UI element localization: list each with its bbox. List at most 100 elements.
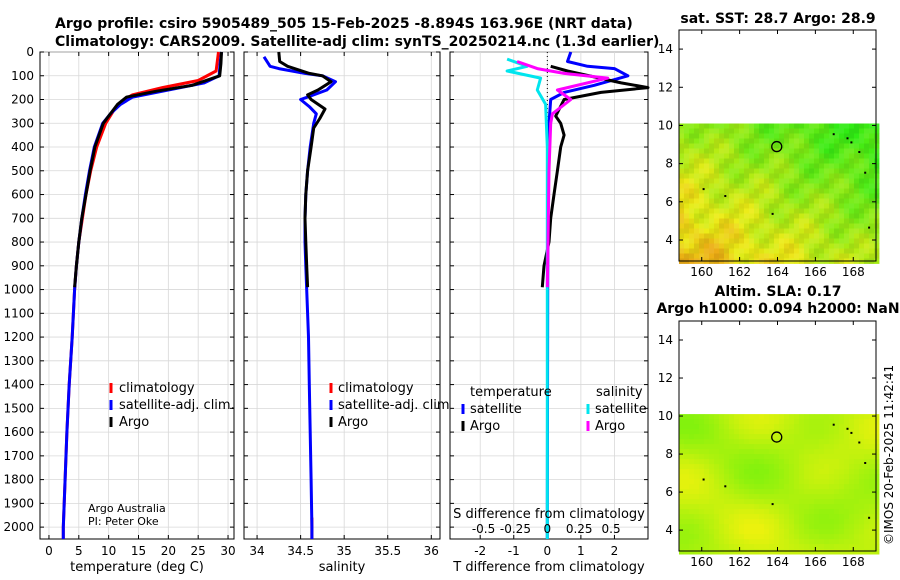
map-cell [759, 153, 765, 159]
map-cell [749, 238, 755, 244]
map-cell [764, 484, 770, 490]
map-cell [679, 203, 685, 209]
map-cell [769, 168, 775, 174]
map-cell [864, 479, 870, 485]
map-cell [809, 238, 815, 244]
map-cell [739, 544, 745, 550]
map-cell [739, 474, 745, 480]
map-cell [804, 434, 810, 440]
map-cell [689, 464, 695, 470]
map-cell [754, 444, 760, 450]
map-cell [789, 509, 795, 515]
map-cell [714, 454, 720, 460]
map-cell [744, 439, 750, 445]
map-cell [774, 213, 780, 219]
map-cell [719, 474, 725, 480]
map-cell [844, 183, 850, 189]
map-cell [864, 193, 870, 199]
map-cell [769, 524, 775, 530]
map-cell [779, 499, 785, 505]
map-cell [794, 444, 800, 450]
map-cell [819, 439, 825, 445]
map-cell [709, 173, 715, 179]
map-cell [739, 499, 745, 505]
map-cell [834, 449, 840, 455]
map-cell [854, 128, 860, 134]
map-cell [699, 509, 705, 515]
map-cell [734, 519, 740, 525]
map-cell [749, 459, 755, 465]
map-cell [759, 138, 765, 144]
map-cell [699, 424, 705, 430]
map-cell [854, 429, 860, 435]
map-cell [789, 203, 795, 209]
map-cell [874, 158, 880, 164]
map-cell [769, 178, 775, 184]
map-cell [734, 459, 740, 465]
map-cell [704, 243, 710, 249]
map-cell [704, 228, 710, 234]
map-cell [839, 474, 845, 480]
map-cell [714, 198, 720, 204]
map-cell [679, 544, 685, 550]
map-cell [784, 479, 790, 485]
x-tick-label: 34 [249, 544, 264, 558]
map-cell [849, 509, 855, 515]
map-cell [849, 469, 855, 475]
lat-tick-label: 6 [665, 195, 673, 209]
map-cell [734, 203, 740, 209]
map-cell [684, 479, 690, 485]
map-cell [709, 243, 715, 249]
map-cell [769, 243, 775, 249]
map-cell [724, 414, 730, 420]
land-dot [702, 478, 705, 481]
map-cell [714, 123, 720, 129]
map-cell [714, 489, 720, 495]
map-cell [794, 158, 800, 164]
map-cell [829, 193, 835, 199]
map-cell [759, 514, 765, 520]
map-cell [719, 153, 725, 159]
map-cell [824, 193, 830, 199]
map-cell [749, 484, 755, 490]
map-cell [794, 494, 800, 500]
map-cell [739, 519, 745, 525]
map-cell [679, 524, 685, 530]
depth-tick-label: 1000 [3, 283, 34, 297]
map-cell [759, 133, 765, 139]
map-cell [729, 143, 735, 149]
map-cell [764, 163, 770, 169]
map-cell [774, 509, 780, 515]
map-cell [689, 434, 695, 440]
map-cell [739, 469, 745, 475]
map-cell [854, 183, 860, 189]
map-cell [769, 238, 775, 244]
map-cell [804, 178, 810, 184]
map-cell [734, 248, 740, 254]
map-cell [809, 524, 815, 530]
map-cell [804, 529, 810, 535]
map-cell [729, 549, 735, 555]
depth-tick-label: 1600 [3, 425, 34, 439]
map-cell [744, 198, 750, 204]
map-cell [699, 489, 705, 495]
map-cell [874, 489, 880, 495]
map-cell [829, 168, 835, 174]
map-cell [849, 213, 855, 219]
map-cell [849, 148, 855, 154]
map-cell [829, 148, 835, 154]
map-cell [784, 153, 790, 159]
map-cell [814, 449, 820, 455]
map-cell [794, 459, 800, 465]
map-cell [684, 173, 690, 179]
map-cell [709, 549, 715, 555]
map-cell [804, 474, 810, 480]
map-cell [774, 504, 780, 510]
map-cell [744, 143, 750, 149]
map-cell [709, 464, 715, 470]
map-cell [869, 434, 875, 440]
map-cell [799, 519, 805, 525]
map-cell [819, 449, 825, 455]
map-cell [724, 494, 730, 500]
depth-tick-label: 1100 [3, 306, 34, 320]
